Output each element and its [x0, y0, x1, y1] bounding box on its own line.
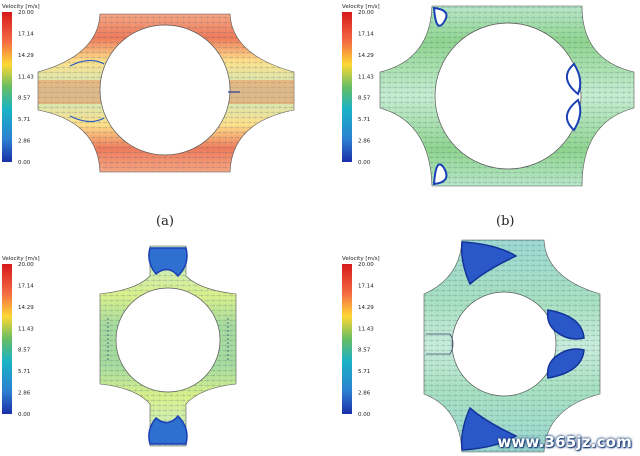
vortex — [460, 406, 518, 451]
legend-tick-label: 5.71 — [18, 369, 30, 375]
legend-tick-label: 11.43 — [358, 326, 374, 332]
legend-tick-label: 11.43 — [18, 326, 34, 332]
panel-d: Velocity [m/s] 20.00 17.14 14.29 11.43 8.57 5… — [320, 238, 640, 456]
vortex — [546, 348, 585, 379]
legend-title: Velocity [m/s] — [342, 256, 380, 262]
vortex — [148, 414, 188, 445]
legend-tick-label: 20.00 — [18, 10, 34, 16]
legend-tick-label: 8.57 — [18, 96, 31, 102]
legend-tick-label: 5.71 — [18, 117, 30, 123]
watermark: www.365jz.com — [497, 433, 632, 451]
legend-tick-label: 17.14 — [358, 31, 374, 37]
flow-domain — [379, 5, 635, 187]
legend-tick-label: 8.57 — [18, 348, 31, 354]
cylinder — [115, 287, 221, 393]
vortex — [148, 247, 188, 278]
velocity-legend: Velocity [m/s] 20.00 17.14 14.29 11.43 8.57 5… — [342, 4, 380, 166]
vortex — [566, 62, 582, 96]
legend-tick-label: 5.71 — [358, 369, 370, 375]
legend-tick-label: 8.57 — [358, 348, 371, 354]
velocity-legend: Velocity [m/s] 20.00 17.14 14.29 11.43 8.57 5… — [2, 256, 40, 418]
legend-tick-label: 20.00 — [18, 262, 34, 268]
legend-tick-label: 17.14 — [18, 31, 34, 37]
vortex — [566, 98, 582, 132]
legend-tick-label: 11.43 — [358, 74, 374, 80]
legend-colorbar — [342, 12, 352, 162]
legend-tick-label: 5.71 — [358, 117, 370, 123]
legend-title: Velocity [m/s] — [2, 4, 40, 10]
legend-colorbar — [2, 264, 12, 414]
vortex — [432, 6, 448, 27]
cylinder — [99, 24, 231, 156]
legend-tick-label: 2.86 — [358, 139, 371, 145]
legend-colorbar — [342, 264, 352, 414]
legend-ticks: 20.00 17.14 14.29 11.43 8.57 5.71 2.86 0.00 — [18, 262, 34, 418]
legend-tick-label: 14.29 — [18, 53, 34, 59]
vortex — [460, 241, 518, 286]
cylinder — [434, 22, 582, 170]
legend-tick-label: 17.14 — [18, 283, 34, 289]
cylinder — [451, 291, 557, 397]
flow-domain — [37, 13, 295, 173]
legend-tick-label: 14.29 — [18, 305, 34, 311]
vortex — [432, 163, 448, 186]
legend-tick-label: 14.29 — [358, 305, 374, 311]
flow-domain — [423, 239, 601, 453]
flow-domain — [99, 245, 237, 447]
legend-title: Velocity [m/s] — [2, 256, 40, 262]
legend-tick-label: 0.00 — [358, 160, 371, 166]
legend-ticks: 20.00 17.14 14.29 11.43 8.57 5.71 2.86 0.00 — [358, 10, 374, 166]
legend-tick-label: 0.00 — [358, 412, 371, 418]
panel-a: Velocity [m/s] 20.00 17.14 14.29 11.43 8.57 5… — [0, 0, 320, 200]
legend-tick-label: 14.29 — [358, 53, 374, 59]
legend-tick-label: 0.00 — [18, 160, 31, 166]
legend-tick-label: 8.57 — [358, 96, 371, 102]
legend-title: Velocity [m/s] — [342, 4, 380, 10]
caption-b: (b) — [496, 214, 515, 229]
vortex — [546, 309, 585, 340]
legend-tick-label: 20.00 — [358, 262, 374, 268]
legend-tick-label: 0.00 — [18, 412, 31, 418]
legend-ticks: 20.00 17.14 14.29 11.43 8.57 5.71 2.86 0.00 — [358, 262, 374, 418]
legend-tick-label: 2.86 — [18, 139, 31, 145]
legend-tick-label: 11.43 — [18, 74, 34, 80]
legend-tick-label: 20.00 — [358, 10, 374, 16]
legend-tick-label: 2.86 — [358, 391, 371, 397]
legend-ticks: 20.00 17.14 14.29 11.43 8.57 5.71 2.86 0.00 — [18, 10, 34, 166]
legend-tick-label: 2.86 — [18, 391, 31, 397]
caption-a: (a) — [156, 214, 174, 229]
legend-colorbar — [2, 12, 12, 162]
panel-c: Velocity [m/s] 20.00 17.14 14.29 11.43 8.57 5… — [0, 238, 320, 456]
velocity-legend: Velocity [m/s] 20.00 17.14 14.29 11.43 8.57 5… — [342, 256, 380, 418]
velocity-legend: Velocity [m/s] 20.00 17.14 14.29 11.43 8.57 5… — [2, 4, 40, 166]
panel-b: Velocity [m/s] 20.00 17.14 14.29 11.43 8.57 5… — [320, 0, 640, 200]
legend-tick-label: 17.14 — [358, 283, 374, 289]
